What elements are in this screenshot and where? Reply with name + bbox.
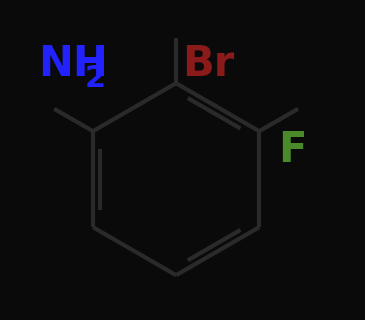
Text: 2: 2 — [85, 64, 106, 93]
Text: NH: NH — [38, 43, 108, 85]
Text: Br: Br — [182, 43, 235, 85]
Text: F: F — [278, 129, 307, 172]
